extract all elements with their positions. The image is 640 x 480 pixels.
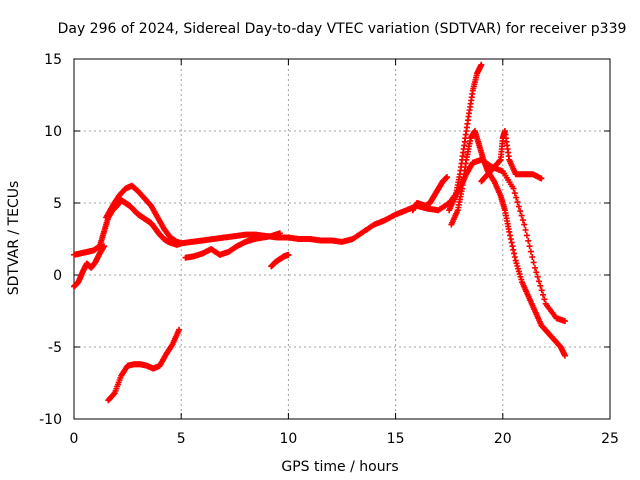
data-point — [176, 326, 183, 333]
data-point — [538, 287, 545, 294]
data-point — [537, 282, 544, 289]
data-point — [444, 174, 451, 181]
x-tick-label: 0 — [70, 431, 79, 447]
y-tick-labels: -10 -5 0 5 10 15 — [39, 52, 62, 428]
x-tick-label: 10 — [279, 431, 297, 447]
data-point — [511, 254, 518, 260]
y-tick-label: 15 — [44, 52, 62, 68]
data-point — [496, 157, 503, 164]
y-axis-label: SDTVAR / TECUs — [6, 181, 22, 296]
plot-frame — [73, 58, 611, 420]
data-points — [71, 61, 568, 404]
y-tick-label: -5 — [48, 340, 62, 356]
data-point — [506, 228, 513, 235]
data-point — [535, 278, 542, 285]
series-mid-lower-trace — [182, 230, 283, 261]
data-point — [518, 212, 525, 219]
series-cluster-trace — [409, 174, 451, 214]
data-point — [508, 239, 515, 246]
data-point — [519, 217, 526, 224]
data-point — [561, 352, 568, 359]
data-point — [525, 237, 532, 244]
series-small-segment-trace — [268, 251, 292, 270]
data-point — [538, 175, 545, 182]
data-point — [530, 259, 537, 266]
chart-title: Day 296 of 2024, Sidereal Day-to-day VTE… — [58, 21, 627, 37]
series-left-start-trace — [71, 243, 108, 290]
data-point — [276, 230, 283, 237]
x-tick-label: 25 — [601, 431, 619, 447]
x-tick-label: 5 — [177, 431, 186, 447]
series-late-trace — [448, 128, 568, 359]
data-point — [540, 291, 546, 298]
data-point — [541, 296, 548, 303]
data-point — [521, 221, 528, 228]
data-point — [534, 273, 541, 280]
data-point — [511, 190, 518, 197]
x-tick-labels: 0 5 10 15 20 25 — [70, 431, 619, 447]
data-point — [513, 194, 520, 201]
data-point — [285, 251, 292, 258]
data-point — [522, 227, 529, 233]
data-point — [507, 232, 514, 239]
data-point — [110, 390, 117, 397]
data-point — [515, 203, 522, 210]
series-spike-trace — [446, 61, 485, 214]
data-point — [523, 232, 530, 239]
data-point — [533, 269, 540, 276]
series-upper-trace — [103, 182, 185, 247]
data-point — [178, 240, 185, 247]
data-point — [529, 254, 536, 260]
y-tick-label: 0 — [53, 268, 62, 284]
data-point — [101, 243, 108, 250]
data-point — [517, 208, 524, 215]
data-point — [510, 185, 517, 192]
tick-marks — [73, 58, 611, 420]
data-point — [514, 199, 521, 206]
data-point — [509, 243, 516, 250]
y-tick-label: 5 — [53, 196, 62, 212]
data-point — [507, 236, 514, 242]
x-axis-label: GPS time / hours — [281, 459, 398, 475]
data-point — [527, 248, 534, 255]
y-tick-label: -10 — [39, 412, 62, 428]
y-tick-label: 10 — [44, 124, 62, 140]
data-point — [526, 243, 533, 250]
data-point — [478, 61, 485, 68]
x-tick-label: 15 — [387, 431, 405, 447]
data-point — [531, 264, 538, 271]
data-point — [511, 250, 518, 257]
data-point — [510, 246, 517, 253]
data-point — [561, 318, 568, 325]
series-right-upper-trace — [478, 128, 545, 185]
x-tick-label: 20 — [494, 431, 512, 447]
series-lower-left-trace — [105, 326, 183, 404]
